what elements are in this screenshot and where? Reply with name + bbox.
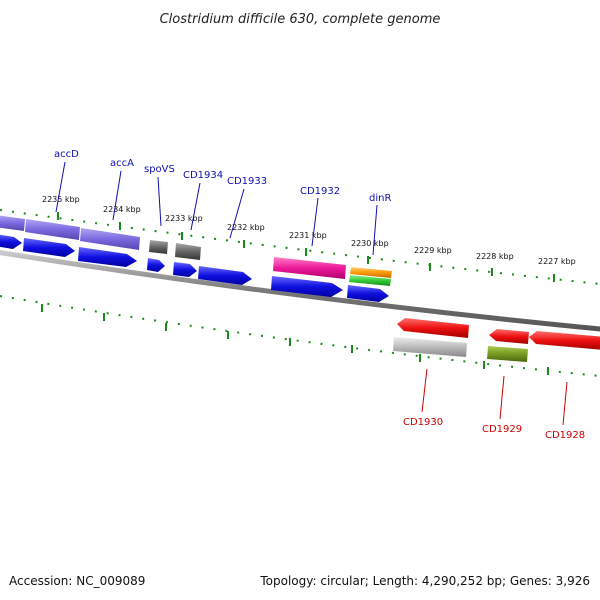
cds-arrow xyxy=(78,247,137,267)
map-title: Clostridium difficile 630, complete geno… xyxy=(160,12,441,27)
gene-leader-line xyxy=(372,204,378,256)
gene-label-accD: accD xyxy=(54,149,79,160)
cog-feature xyxy=(80,228,140,250)
gene-label-accA: accA xyxy=(110,158,134,169)
gene-leader-line xyxy=(421,368,428,413)
cog-feature xyxy=(487,346,528,362)
gene-leader-line xyxy=(562,381,568,426)
outer-minor-ticks xyxy=(0,209,600,285)
tick-label: 2234 kbp xyxy=(103,205,141,214)
cog-feature xyxy=(393,337,467,357)
cog-feature xyxy=(349,275,391,286)
tick-scale-inner xyxy=(0,295,600,377)
tick-label: 2235 kbp xyxy=(42,195,80,204)
gene-leader-line xyxy=(190,182,201,231)
accession-text: Accession: NC_009089 xyxy=(9,574,146,588)
gene-label-dinR: dinR xyxy=(369,193,391,204)
cds-arrow xyxy=(23,238,75,257)
tick-label: 2232 kbp xyxy=(227,223,265,232)
cds-reverse-strand xyxy=(397,318,600,350)
cds-arrow xyxy=(198,266,252,285)
gene-label-CD1928: CD1928 xyxy=(545,430,585,441)
gene-leader-line xyxy=(229,188,245,239)
gene-label-CD1929: CD1929 xyxy=(482,424,522,435)
cds-arrow xyxy=(489,329,529,344)
inner-minor-ticks xyxy=(0,295,600,377)
gene-leader-line xyxy=(157,176,162,227)
gene-label-CD1934: CD1934 xyxy=(183,170,223,181)
gene-labels-reverse xyxy=(421,368,568,426)
cds-arrow xyxy=(397,318,469,338)
tick-label: 2233 kbp xyxy=(165,214,203,223)
cds-arrow xyxy=(0,234,22,249)
cog-feature xyxy=(0,215,25,231)
gene-label-texts-forward: accD accA spoVS CD1934 CD1933 CD1932 din… xyxy=(54,149,391,204)
cog-feature xyxy=(149,240,168,254)
cds-arrow xyxy=(271,276,343,297)
cds-arrow xyxy=(173,262,197,277)
gene-label-CD1932: CD1932 xyxy=(300,186,340,197)
tick-label: 2229 kbp xyxy=(414,246,452,255)
cog-band-forward xyxy=(0,215,392,286)
cds-arrow xyxy=(347,285,389,302)
cog-feature xyxy=(350,267,392,278)
tick-label: 2230 kbp xyxy=(351,239,389,248)
cog-feature xyxy=(175,243,201,260)
gene-label-spoVS: spoVS xyxy=(144,164,175,175)
tick-labels: 2235 kbp 2234 kbp 2233 kbp 2232 kbp 2231… xyxy=(42,195,576,266)
cog-feature xyxy=(25,219,80,240)
inner-major-ticks xyxy=(41,304,549,375)
gene-label-CD1933: CD1933 xyxy=(227,176,267,187)
cds-forward-strand xyxy=(0,234,389,302)
genome-backbone xyxy=(0,250,600,332)
cds-arrow xyxy=(147,258,165,272)
gene-leader-line xyxy=(499,375,505,420)
tick-scale-outer: 2235 kbp 2234 kbp 2233 kbp 2232 kbp 2231… xyxy=(0,195,600,285)
gene-labels-forward xyxy=(55,161,378,256)
gene-label-texts-reverse: CD1930 CD1929 CD1928 xyxy=(403,417,585,441)
cog-band-reverse xyxy=(393,337,528,362)
cog-feature xyxy=(273,257,346,279)
gene-leader-line xyxy=(55,161,66,213)
gene-label-CD1930: CD1930 xyxy=(403,417,443,428)
tick-label: 2228 kbp xyxy=(476,252,514,261)
tick-label: 2231 kbp xyxy=(289,231,327,240)
gene-leader-line xyxy=(112,170,122,221)
gene-leader-line xyxy=(311,197,319,247)
cds-arrow xyxy=(529,331,600,350)
topology-text: Topology: circular; Length: 4,290,252 bp… xyxy=(260,574,590,588)
tick-label: 2227 kbp xyxy=(538,257,576,266)
outer-major-ticks xyxy=(57,212,555,282)
